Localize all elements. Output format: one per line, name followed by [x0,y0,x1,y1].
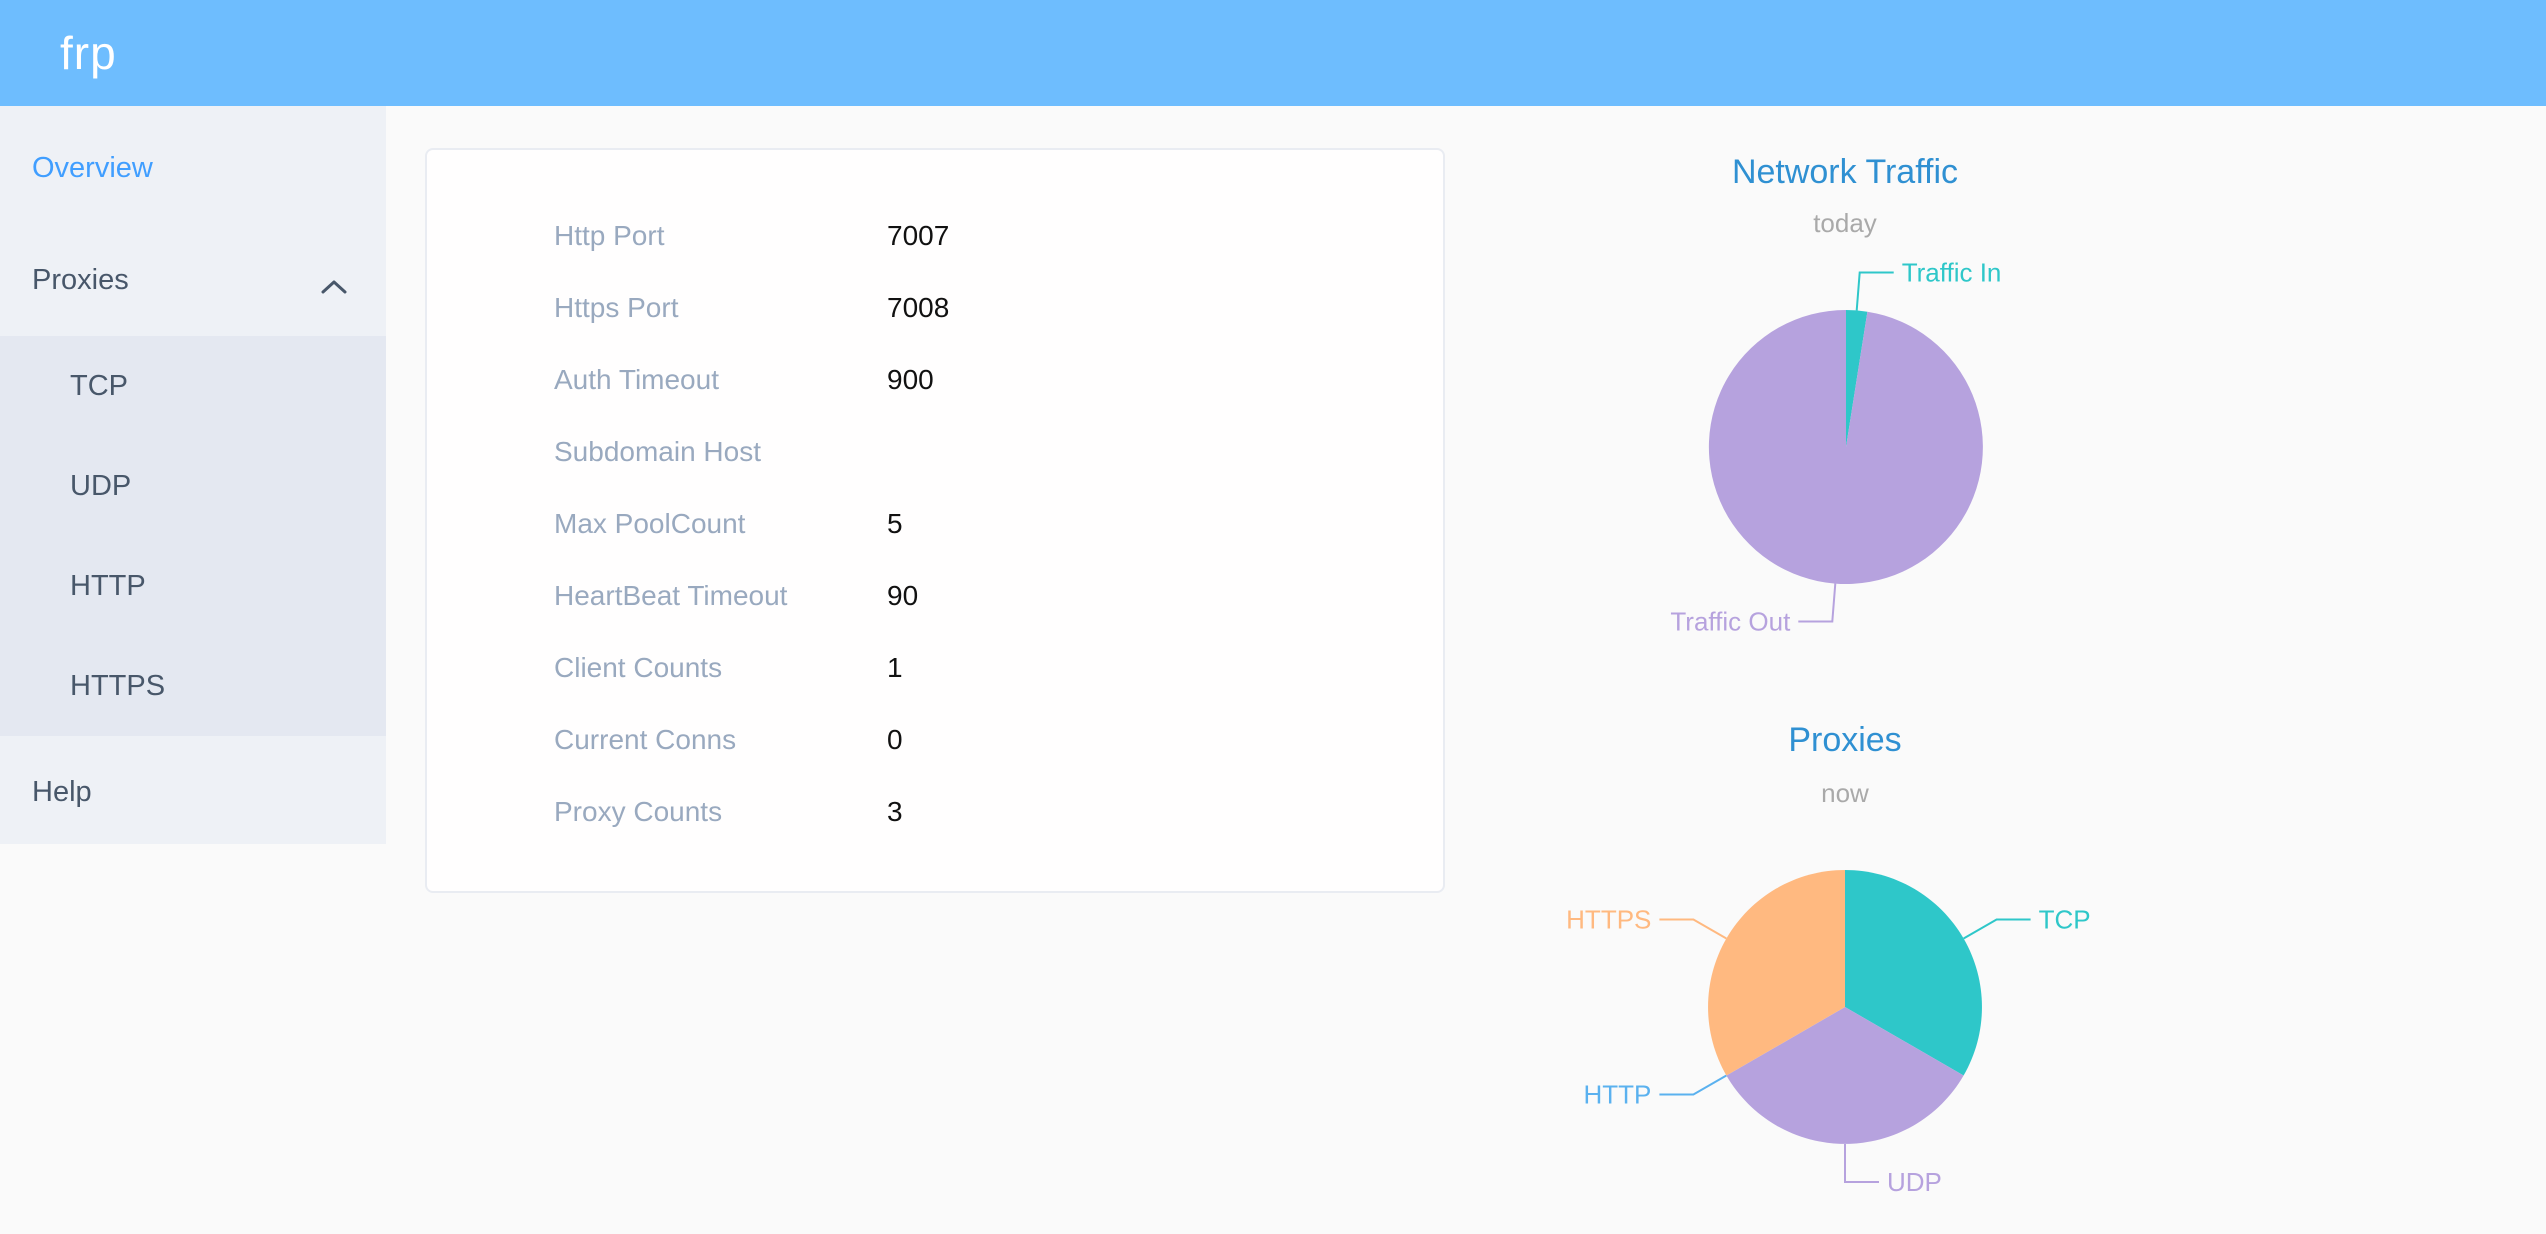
sidebar-item-overview[interactable]: Overview [0,112,386,224]
sidebar-item-label: HTTPS [70,669,166,702]
network-traffic-chart-title: Network Traffic [1731,153,1959,191]
proxies-submenu: TCP UDP HTTP HTTPS [0,336,386,736]
traffic-in-label-line [1855,271,1894,311]
traffic-out-label: Traffic Out [1670,607,1791,637]
config-value: 3 [887,796,903,827]
sidebar-item-label: Proxies [32,263,129,296]
config-label: Max PoolCount [554,508,746,539]
config-value: 7008 [887,292,950,323]
sidebar: Overview Proxies TCP UDP HTTP HTTPS Help [0,106,386,844]
sidebar-item-http[interactable]: HTTP [0,536,386,636]
proxies-chart-subtitle: now [1821,778,1869,808]
config-row-heartbeat-timeout: HeartBeat Timeout 90 [427,560,1443,632]
server-config-card: Http Port 7007 Https Port 7008 Auth Time… [425,148,1445,893]
network-traffic-pie-chart[interactable]: Traffic In Traffic Out [1530,250,2190,650]
udp-label-line [1844,1144,1879,1183]
config-label: HeartBeat Timeout [554,580,788,611]
config-label: Proxy Counts [554,796,723,827]
config-value: 90 [887,580,919,611]
config-row-proxy-counts: Proxy Counts 3 [427,776,1443,848]
udp-slice[interactable] [1726,1007,1964,1144]
traffic-out-label-line [1798,583,1837,623]
sidebar-item-udp[interactable]: UDP [0,436,386,536]
config-row-current-conns: Current Conns 0 [427,704,1443,776]
https-label: HTTPS [1566,905,1651,935]
config-label: Auth Timeout [554,364,719,395]
sidebar-item-label: Help [32,775,92,808]
proxies-chart-title: Proxies [1788,721,1902,759]
config-label: Http Port [554,220,665,251]
sidebar-item-tcp[interactable]: TCP [0,336,386,436]
chevron-up-icon [320,271,348,304]
app-logo: frp [60,27,117,79]
proxies-pie-chart[interactable]: TCP UDP HTTP HTTPS [1530,830,2190,1234]
http-label: HTTP [1584,1080,1652,1110]
tcp-slice[interactable] [1845,870,1982,1076]
sidebar-item-proxies[interactable]: Proxies [0,224,386,336]
config-row-auth-timeout: Auth Timeout 900 [427,344,1443,416]
config-label: Https Port [554,292,679,323]
config-label: Client Counts [554,652,723,683]
config-row-subdomain-host: Subdomain Host [427,416,1443,488]
sidebar-item-label: TCP [70,369,128,402]
http-label-line [1659,1074,1727,1096]
config-value: 0 [887,724,903,755]
traffic-in-label: Traffic In [1902,258,2002,288]
traffic-out-slice[interactable] [1708,309,1983,584]
config-row-http-port: Http Port 7007 [427,200,1443,272]
https-label-line [1659,918,1727,940]
config-value: 1 [887,652,903,683]
config-row-client-counts: Client Counts 1 [427,632,1443,704]
udp-label: UDP [1887,1167,1942,1197]
sidebar-item-https[interactable]: HTTPS [0,636,386,736]
https-slice[interactable] [1708,870,1845,1076]
sidebar-item-label: HTTP [70,569,146,602]
sidebar-item-help[interactable]: Help [0,736,386,848]
tcp-label: TCP [2039,905,2091,935]
app-header: frp [0,0,2546,106]
config-label: Subdomain Host [554,436,762,467]
network-traffic-chart-subtitle: today [1813,208,1877,238]
config-row-https-port: Https Port 7008 [427,272,1443,344]
sidebar-item-label: UDP [70,469,132,502]
config-row-max-poolcount: Max PoolCount 5 [427,488,1443,560]
config-value: 7007 [887,220,950,251]
tcp-label-line [1963,918,2031,940]
config-label: Current Conns [554,724,737,755]
config-value: 5 [887,508,903,539]
config-value: 900 [887,364,934,395]
traffic-in-slice[interactable] [1846,310,1868,447]
sidebar-item-label: Overview [32,151,153,184]
